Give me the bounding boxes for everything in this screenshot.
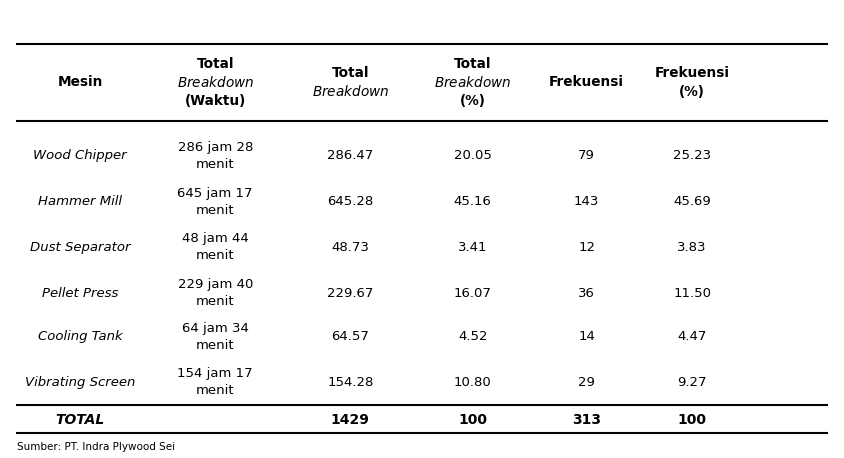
Text: 645 jam 17
menit: 645 jam 17 menit [177, 186, 253, 217]
Text: 45.16: 45.16 [454, 195, 491, 208]
Text: 286 jam 28
menit: 286 jam 28 menit [177, 141, 253, 171]
Text: 36: 36 [578, 287, 595, 300]
Text: 313: 313 [572, 413, 601, 427]
Text: $\mathbf{\mathit{Breakdown}}$: $\mathbf{\mathit{Breakdown}}$ [176, 75, 254, 90]
Text: 4.47: 4.47 [678, 330, 706, 343]
Text: 154 jam 17
menit: 154 jam 17 menit [177, 367, 253, 398]
Text: 48.73: 48.73 [332, 241, 369, 254]
Text: 229.67: 229.67 [327, 287, 373, 300]
Text: Dust Separator: Dust Separator [30, 241, 131, 254]
Text: 14: 14 [578, 330, 595, 343]
Text: 64 jam 34
menit: 64 jam 34 menit [181, 322, 249, 352]
Text: Total: Total [332, 66, 369, 80]
Text: 48 jam 44
menit: 48 jam 44 menit [181, 232, 249, 262]
Text: 29: 29 [578, 376, 595, 389]
Text: Cooling Tank: Cooling Tank [38, 330, 122, 343]
Text: Total: Total [197, 57, 234, 71]
Text: 16.07: 16.07 [454, 287, 491, 300]
Text: Pellet Press: Pellet Press [42, 287, 118, 300]
Text: Sumber: PT. Indra Plywood Sei: Sumber: PT. Indra Plywood Sei [17, 442, 175, 452]
Text: 3.83: 3.83 [678, 241, 706, 254]
Text: 4.52: 4.52 [458, 330, 487, 343]
Text: Hammer Mill: Hammer Mill [38, 195, 122, 208]
Text: (%): (%) [460, 94, 485, 108]
Text: Wood Chipper: Wood Chipper [34, 149, 127, 162]
Text: 10.80: 10.80 [454, 376, 491, 389]
Text: 25.23: 25.23 [673, 149, 711, 162]
Text: 12: 12 [578, 241, 595, 254]
Text: $\mathbf{\mathit{Breakdown}}$: $\mathbf{\mathit{Breakdown}}$ [434, 75, 511, 90]
Text: Total: Total [454, 57, 491, 71]
Text: (%): (%) [679, 85, 705, 98]
Text: 64.57: 64.57 [332, 330, 369, 343]
Text: $\mathbf{\mathit{Breakdown}}$: $\mathbf{\mathit{Breakdown}}$ [311, 84, 389, 99]
Text: Frekuensi: Frekuensi [655, 66, 729, 80]
Text: 79: 79 [578, 149, 595, 162]
Text: 143: 143 [574, 195, 599, 208]
Text: Vibrating Screen: Vibrating Screen [25, 376, 135, 389]
Text: 11.50: 11.50 [673, 287, 711, 300]
Text: 154.28: 154.28 [327, 376, 373, 389]
Text: 100: 100 [458, 413, 487, 427]
Text: 3.41: 3.41 [458, 241, 487, 254]
Text: 229 jam 40
menit: 229 jam 40 menit [177, 278, 253, 308]
Text: 45.69: 45.69 [674, 195, 711, 208]
Text: 286.47: 286.47 [327, 149, 373, 162]
Text: 20.05: 20.05 [454, 149, 491, 162]
Text: 645.28: 645.28 [327, 195, 373, 208]
Text: 1429: 1429 [331, 413, 370, 427]
Text: Mesin: Mesin [57, 76, 103, 89]
Text: TOTAL: TOTAL [56, 413, 105, 427]
Text: (Waktu): (Waktu) [185, 94, 246, 108]
Text: Frekuensi: Frekuensi [549, 76, 624, 89]
Text: 9.27: 9.27 [678, 376, 706, 389]
Text: 100: 100 [678, 413, 706, 427]
